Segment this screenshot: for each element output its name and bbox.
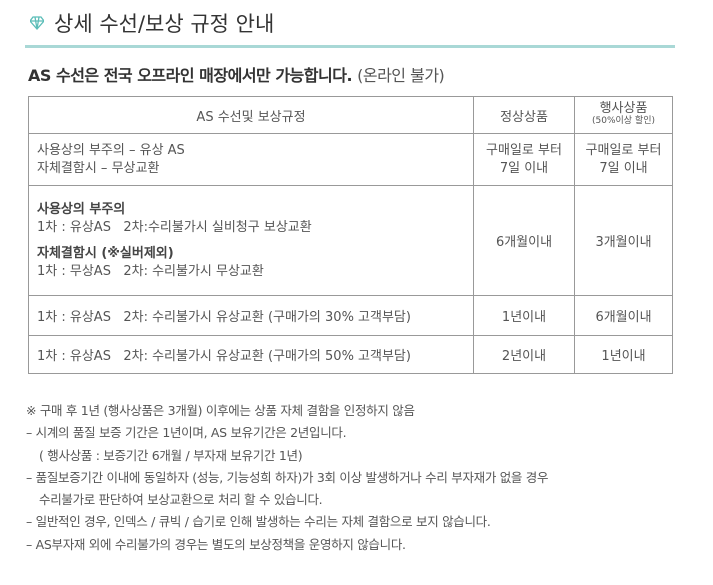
note-line: 수리불가로 판단하여 보상교환으로 처리 할 수 있습니다. — [39, 492, 323, 508]
policy-line: 사용상의 부주의 – 유상 AS — [37, 142, 185, 158]
table-row: 사용상의 부주의 – 유상 AS 자체결함시 – 무상교환 구매일로 부터 7일 이… — [28, 133, 673, 186]
event-cell: 3개월이내 — [574, 185, 673, 296]
subtitle: AS 수선은 전국 오프라인 매장에서만 가능합니다. (온라인 불가) — [28, 62, 445, 86]
normal-cell: 6개월이내 — [473, 185, 575, 296]
header-event-note: (50%이상 할인) — [591, 116, 655, 126]
table-row: 사용상의 부주의 1차 : 유상AS 2차:수리불가시 실비청구 보상교환 자체… — [28, 185, 673, 296]
header-policy: AS 수선및 보상규정 — [28, 96, 474, 134]
event-line: 7일 이내 — [599, 160, 648, 176]
note-line: ※ 구매 후 1년 (행사상품은 3개월) 이후에는 상품 자체 결함을 인정하… — [26, 403, 415, 418]
policy-heading: 사용상의 부주의 — [37, 201, 126, 217]
title-text: 상세 수선/보상 규정 안내 — [54, 12, 275, 36]
normal-cell: 구매일로 부터 7일 이내 — [473, 133, 575, 186]
diamond-icon — [30, 16, 44, 30]
header-event: 행사상품 (50%이상 할인) — [574, 96, 673, 134]
policy-cell: 사용상의 부주의 1차 : 유상AS 2차:수리불가시 실비청구 보상교환 자체… — [28, 185, 474, 296]
header-normal: 정상상품 — [473, 96, 575, 134]
note-line: ( 행사상품 : 보증기간 6개월 / 부자재 보유기간 1년) — [39, 447, 303, 463]
note-line: – 시계의 품질 보증 기간은 1년이며, AS 보유기간은 2년입니다. — [26, 425, 347, 441]
policy-line: 1차 : 무상AS 2차: 수리불가시 무상교환 — [37, 263, 264, 279]
title-divider — [25, 45, 675, 48]
policy-cell: 사용상의 부주의 – 유상 AS 자체결함시 – 무상교환 — [28, 133, 474, 186]
policy-heading: 자체결함시 (※실버제외) — [37, 245, 174, 261]
event-cell: 구매일로 부터 7일 이내 — [574, 133, 673, 186]
policy-line: 1차 : 유상AS 2차:수리불가시 실비청구 보상교환 — [37, 219, 312, 235]
policy-cell: 1차 : 유상AS 2차: 수리불가시 유상교환 (구매가의 50% 고객부담) — [28, 335, 474, 374]
event-line: 구매일로 부터 — [585, 142, 662, 158]
policy-line: 자체결함시 – 무상교환 — [37, 160, 160, 176]
page-title: 상세 수선/보상 규정 안내 — [30, 8, 274, 38]
subtitle-note: (온라인 불가) — [357, 66, 445, 85]
subtitle-bold: AS 수선은 전국 오프라인 매장에서만 가능합니다. — [28, 66, 353, 85]
table-header: AS 수선및 보상규정 정상상품 행사상품 (50%이상 할인) — [28, 96, 673, 134]
normal-cell: 1년이내 — [473, 295, 575, 336]
event-cell: 1년이내 — [574, 335, 673, 374]
normal-line: 7일 이내 — [499, 160, 549, 176]
table-row: 1차 : 유상AS 2차: 수리불가시 유상교환 (구매가의 50% 고객부담)… — [28, 335, 673, 374]
normal-line: 구매일로 부터 — [486, 142, 562, 158]
as-policy-table: AS 수선및 보상규정 정상상품 행사상품 (50%이상 할인) 사용상의 부주의… — [28, 96, 673, 374]
event-cell: 6개월이내 — [574, 295, 673, 336]
note-line: – AS부자재 외에 수리불가의 경우는 별도의 보상정책을 운영하지 않습니다… — [26, 536, 406, 552]
notes: ※ 구매 후 1년 (행사상품은 3개월) 이후에는 상품 자체 결함을 인정하… — [26, 400, 548, 556]
table-row: 1차 : 유상AS 2차: 수리불가시 유상교환 (구매가의 30% 고객부담)… — [28, 295, 673, 336]
note-line: – 품질보증기간 이내에 동일하자 (성능, 기능성희 하자)가 3회 이상 발… — [26, 469, 549, 485]
policy-cell: 1차 : 유상AS 2차: 수리불가시 유상교환 (구매가의 30% 고객부담) — [28, 295, 474, 336]
normal-cell: 2년이내 — [473, 335, 575, 374]
header-event-label: 행사상품 — [599, 101, 648, 116]
note-line: – 일반적인 경우, 인덱스 / 큐빅 / 습기로 인해 발생하는 수리는 자체… — [26, 514, 491, 530]
